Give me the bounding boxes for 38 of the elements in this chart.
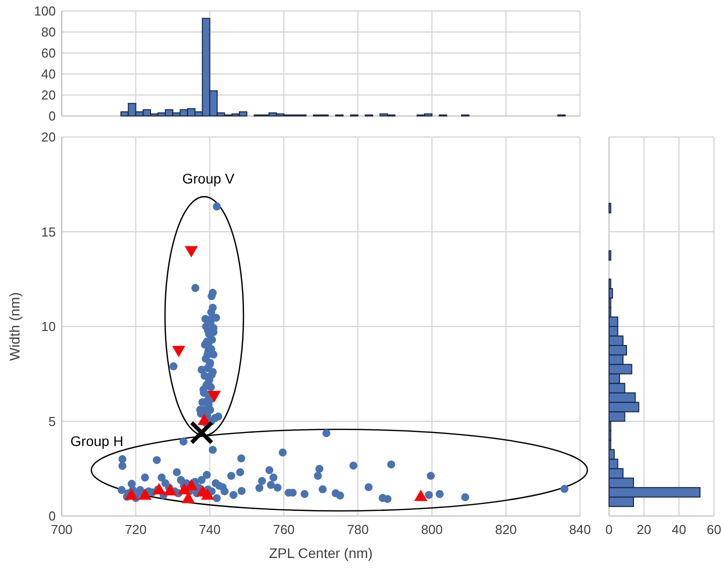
y-tick-label: 15 bbox=[41, 224, 56, 240]
point bbox=[414, 490, 428, 502]
y-tick-label: 0 bbox=[48, 508, 56, 524]
y-tick-label: 0 bbox=[48, 108, 56, 124]
x-axis-title: ZPL Center (nm) bbox=[268, 545, 373, 561]
y-tick-label: 100 bbox=[34, 4, 56, 18]
x-tick-label: 820 bbox=[495, 522, 517, 537]
annotation: Group H bbox=[70, 432, 124, 449]
x-tick-label: 0 bbox=[605, 522, 613, 537]
x-tick-label: 800 bbox=[421, 522, 443, 537]
y-tick-label: 40 bbox=[41, 66, 56, 82]
y-tick-label: 10 bbox=[41, 319, 56, 334]
point bbox=[184, 246, 198, 258]
point bbox=[198, 414, 211, 426]
y-tick-label: 5 bbox=[48, 414, 56, 429]
x-tick-label: 60 bbox=[706, 522, 721, 537]
y-tick-label: 60 bbox=[41, 46, 56, 60]
x-tick-label: 700 bbox=[50, 522, 73, 537]
y-axis-title: Width (nm) bbox=[6, 292, 23, 361]
point bbox=[152, 483, 166, 494]
annotation: Group V bbox=[182, 170, 236, 187]
x-tick-label: 780 bbox=[347, 522, 369, 537]
x-tick-label: 740 bbox=[198, 522, 221, 537]
point bbox=[200, 488, 214, 500]
point bbox=[184, 479, 198, 490]
point bbox=[172, 346, 186, 358]
x-tick-label: 840 bbox=[569, 522, 591, 537]
point bbox=[124, 488, 138, 500]
point bbox=[190, 420, 214, 445]
y-tick-label: 20 bbox=[41, 130, 56, 144]
point bbox=[138, 488, 152, 500]
x-tick-label: 20 bbox=[636, 522, 652, 537]
x-tick-label: 40 bbox=[672, 522, 686, 537]
point bbox=[164, 484, 177, 496]
y-tick-label: 80 bbox=[41, 24, 56, 40]
y-tick-label: 20 bbox=[41, 88, 56, 102]
x-tick-label: 720 bbox=[124, 522, 147, 537]
x-tick-label: 760 bbox=[272, 522, 295, 537]
